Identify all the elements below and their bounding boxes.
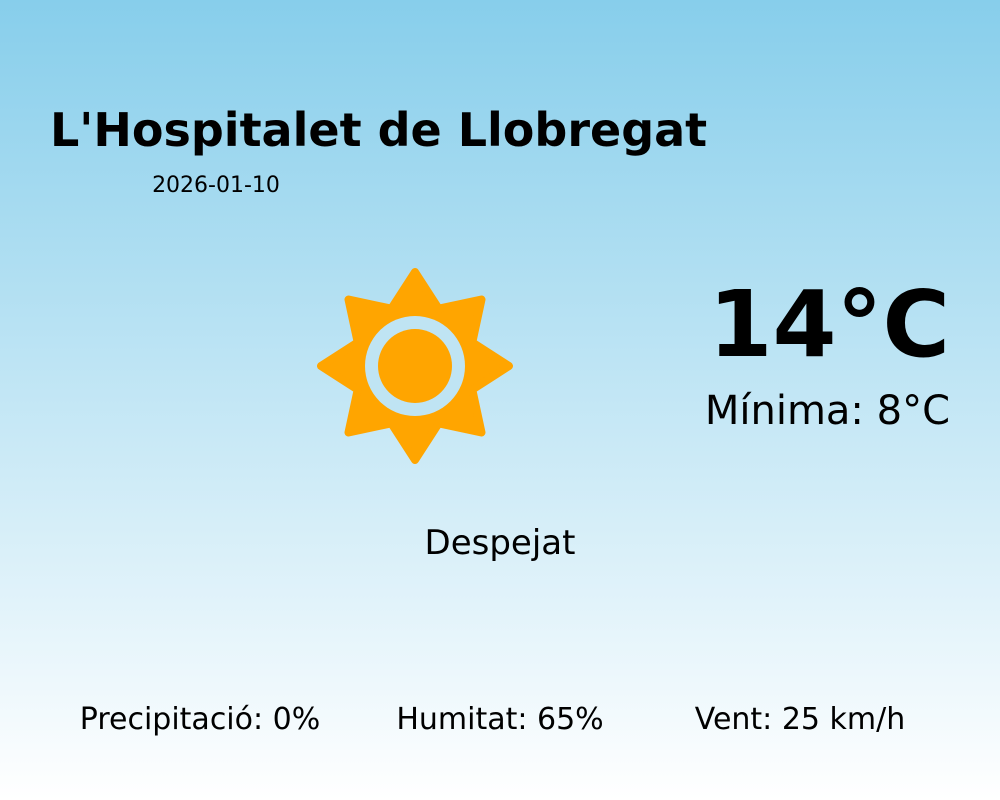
minimum-temperature: Mínima: 8°C bbox=[704, 388, 950, 434]
location-title: L'Hospitalet de Llobregat bbox=[50, 103, 708, 157]
weather-condition: Despejat bbox=[424, 523, 576, 563]
humidity-stat: Humitat: 65% bbox=[396, 702, 604, 737]
forecast-date: 2026-01-10 bbox=[152, 173, 280, 198]
sun-icon bbox=[317, 268, 513, 464]
precipitation-stat: Precipitació: 0% bbox=[79, 702, 321, 737]
current-temperature: 14°C bbox=[708, 271, 950, 378]
wind-stat: Vent: 25 km/h bbox=[694, 702, 906, 737]
